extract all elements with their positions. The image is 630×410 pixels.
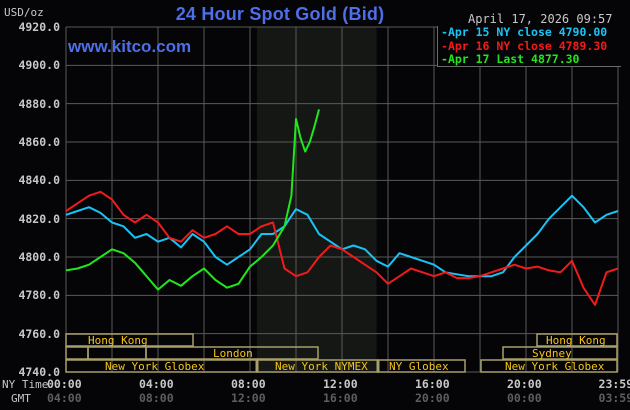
legend-swatch-icon: - [441,38,448,53]
y-tick-label: 4900.0 [18,58,60,73]
y-tick-label: 4860.0 [18,135,60,149]
chart-title-text: 24 Hour Spot Gold (Bid) [175,4,385,24]
watermark-link[interactable]: www.kitco.com [68,37,192,56]
session-london-label: London [213,347,253,360]
x-tick-ny: 04:00 [139,377,174,391]
x-tick-ny: 16:00 [415,377,450,391]
y-tick-label: 4780.0 [18,288,60,303]
y-tick-label: 4820.0 [18,211,60,226]
session-ny-globex-label: New York Globex [105,360,205,373]
x-tick-ny: 08:00 [231,377,266,391]
y-tick-label: 4880.0 [18,96,60,111]
session-ny-nymex-label: New York NYMEX [275,360,368,373]
x-tick-gmt: 16:00 [323,391,358,405]
session-hong-kong-label: Hong Kong [88,334,148,347]
legend-item-apr15: -Apr 15 NY close 4790.00 [441,25,608,39]
session-ny-globex-3-label: New York Globex [505,360,605,373]
x-tick-gmt: 03:59 [598,391,630,405]
x-tick-gmt: 20:00 [415,391,450,405]
y-tick-label: 4840.0 [18,173,60,188]
session-london [145,346,319,360]
x-tick-ny: 12:00 [323,377,358,391]
y-unit-label: USD/oz [4,6,44,19]
legend-item-apr17: -Apr 17 Last 4877.30 [441,52,580,66]
legend-item-apr16: -Apr 16 NY close 4789.30 [441,38,608,53]
series-line-1 [65,190,619,306]
gmt-label: GMT [11,392,31,405]
x-tick-ny: 23:59 [598,377,630,391]
timestamp: April 17, 2026 09:57 [468,12,613,26]
legend-swatch-icon: - [441,52,448,66]
y-tick-label: 4800.0 [18,250,60,264]
x-tick-gmt: 08:00 [139,391,174,405]
x-tick-gmt: 00:00 [507,391,542,405]
market-hours-shade [256,27,377,372]
chart-title: 24 Hour Spot Gold (Bid) [0,4,630,25]
series-line-2 [65,109,320,291]
y-tick-label: 4920.0 [18,20,60,34]
x-tick-gmt: 04:00 [47,391,82,405]
y-tick-label: 4760.0 [18,326,60,341]
session-hong-kong [65,333,194,347]
x-tick-ny: 20:00 [507,377,542,391]
session-box [87,346,147,360]
legend: -Apr 15 NY close 4790.00 -Apr 16 NY clos… [437,25,621,67]
session-hong-kong-2 [536,333,618,347]
x-tick-gmt: 12:00 [231,391,266,405]
session-box [65,346,89,360]
session-sydney [502,346,618,360]
session-sydney-label: Sydney [532,347,572,360]
session-ny-globex-2-label: NY Globex [389,360,449,373]
session-hong-kong-2-label: Hong Kong [546,334,606,347]
legend-swatch-icon: - [441,25,448,39]
y-tick-label: 4740.0 [18,365,60,379]
session-ny-globex-3 [480,359,618,373]
x-tick-ny: 00:00 [47,377,82,391]
ny-time-label: NY Time [2,378,49,391]
